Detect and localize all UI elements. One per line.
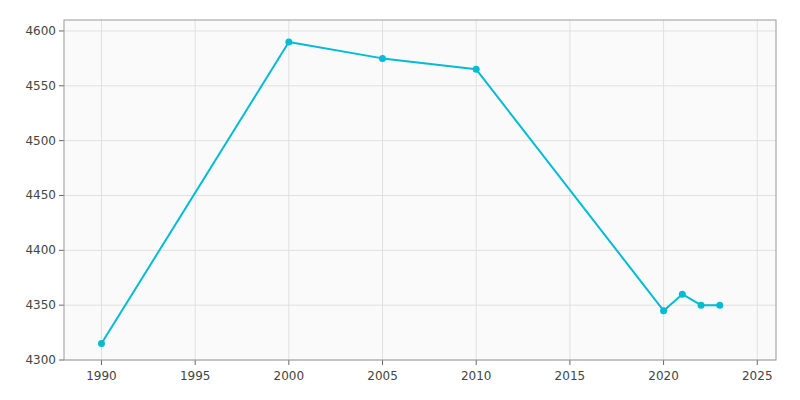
chart-container: 4300 4350 4400 4450 4500 4550 4600 1990 1995 2000… — [0, 0, 800, 400]
tick-label-y: 4550 — [25, 79, 56, 93]
grid-line-y — [64, 250, 776, 251]
point — [679, 291, 686, 298]
tick-label-x: 1995 — [180, 369, 211, 383]
tick-label-x: 2000 — [274, 369, 305, 383]
tick-label-y: 4300 — [25, 353, 56, 367]
point — [473, 66, 480, 73]
tick-y — [59, 305, 64, 306]
tick-y — [59, 85, 64, 86]
chart-svg: 4300 4350 4400 4450 4500 4550 4600 1990 1995 2000… — [0, 0, 800, 400]
tick-y — [59, 30, 64, 31]
point — [285, 38, 292, 45]
tick-label-x: 1990 — [86, 369, 117, 383]
tick-x — [476, 360, 477, 365]
tick-label-y: 4500 — [25, 134, 56, 148]
tick-label-y: 4450 — [25, 188, 56, 202]
plot-frame — [64, 20, 776, 360]
point — [660, 307, 667, 314]
series — [98, 38, 723, 347]
tick-x — [663, 360, 664, 365]
tick-label-x: 2005 — [367, 369, 398, 383]
tick-label-y: 4400 — [25, 243, 56, 257]
tick-label-y: 4600 — [25, 24, 56, 38]
tick-x — [288, 360, 289, 365]
point — [379, 55, 386, 62]
grid — [64, 20, 776, 360]
grid-line-x — [101, 20, 102, 360]
tick-y — [59, 140, 64, 141]
tick-label-x: 2015 — [555, 369, 586, 383]
grid-line-x — [288, 20, 289, 360]
plot-background — [64, 20, 776, 360]
grid-line-x — [382, 20, 383, 360]
grid-line-x — [757, 20, 758, 360]
grid-line-y — [64, 85, 776, 86]
line — [101, 42, 719, 344]
point — [698, 302, 705, 309]
grid-line-x — [195, 20, 196, 360]
grid-line-y — [64, 195, 776, 196]
tick-y — [59, 250, 64, 251]
tick-x — [101, 360, 102, 365]
point — [98, 340, 105, 347]
tick-label-x: 2010 — [461, 369, 492, 383]
point — [716, 302, 723, 309]
tick-x — [569, 360, 570, 365]
tick-label-x: 2025 — [742, 369, 773, 383]
axes: 4300 4350 4400 4450 4500 4550 4600 1990 1995 2000… — [25, 20, 776, 383]
tick-x — [195, 360, 196, 365]
grid-line-y — [64, 30, 776, 31]
tick-x — [382, 360, 383, 365]
tick-label-y: 4350 — [25, 298, 56, 312]
grid-line-y — [64, 140, 776, 141]
tick-x — [757, 360, 758, 365]
tick-y — [59, 360, 64, 361]
tick-y — [59, 195, 64, 196]
tick-label-x: 2020 — [648, 369, 679, 383]
